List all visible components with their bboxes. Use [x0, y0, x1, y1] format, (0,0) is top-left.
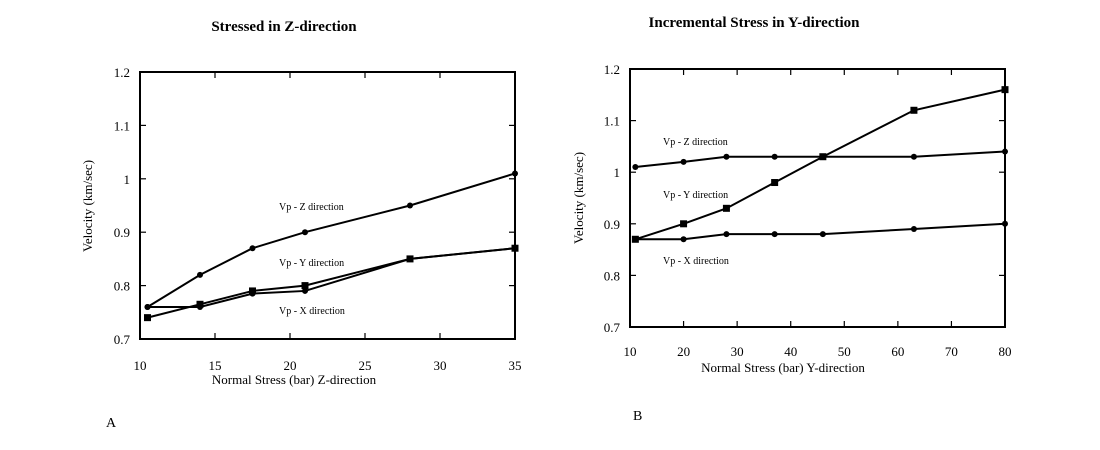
data-point-vp-y-direction — [722, 204, 730, 212]
y-tick-label: 1.2 — [604, 62, 620, 77]
data-point-vp-y-direction — [1001, 86, 1009, 94]
x-tick-label: 30 — [731, 344, 744, 359]
y-axis-title: Velocity (km/sec) — [80, 160, 95, 252]
data-point-vp-x-direction — [197, 303, 203, 310]
x-tick-label: 20 — [677, 344, 690, 359]
y-tick-label: 0.7 — [114, 332, 131, 347]
data-point-vp-x-direction — [910, 225, 917, 232]
x-tick-label: 35 — [509, 358, 522, 373]
chart-title: Incremental Stress in Y-direction — [649, 15, 861, 31]
y-tick-label: 0.8 — [604, 268, 620, 283]
data-point-vp-z-direction — [771, 153, 778, 160]
data-point-vp-y-direction — [301, 282, 309, 290]
series-label-z: Vp - Z direction — [663, 137, 728, 148]
series-label-z: Vp - Z direction — [279, 202, 344, 213]
y-axis: 0.7 0.8 0.9 1 1.1 1.2 — [114, 65, 515, 347]
y-tick-label: 1.2 — [114, 65, 130, 80]
data-point-vp-y-direction — [910, 106, 918, 114]
x-axis: 10 20 30 40 50 60 70 80 — [624, 69, 1012, 359]
series-label-x: Vp - X direction — [663, 256, 729, 267]
data-point-vp-y-direction — [771, 179, 779, 187]
plot-frame — [629, 68, 1006, 328]
series-line-vp-x-direction — [635, 222, 1006, 241]
y-tick-label: 0.8 — [114, 279, 130, 294]
x-axis-title: Normal Stress (bar) Z-direction — [212, 372, 377, 387]
series-label-y: Vp - Y direction — [663, 190, 728, 201]
data-point-vp-z-direction — [680, 158, 687, 165]
panel-label: A — [106, 416, 117, 431]
x-axis: 10 15 20 25 30 35 — [134, 72, 522, 373]
plot-frame — [139, 71, 516, 340]
data-point-vp-x-direction — [1002, 220, 1008, 227]
data-point-vp-x-direction — [680, 236, 687, 243]
y-axis: 0.7 0.8 0.9 1 1.1 1.2 — [604, 62, 1005, 335]
x-tick-label: 20 — [284, 358, 297, 373]
x-tick-label: 60 — [891, 344, 904, 359]
chart-panel-b: Incremental Stress in Y-direction 10 20 30… — [571, 15, 1012, 424]
data-point-vp-z-direction — [1002, 148, 1008, 155]
y-tick-label: 0.9 — [604, 217, 620, 232]
data-point-vp-x-direction — [302, 287, 308, 294]
data-point-vp-z-direction — [723, 153, 730, 160]
series-line-vp-y-direction — [635, 88, 1006, 241]
panel-label: B — [633, 409, 642, 424]
data-point-vp-z-direction — [302, 229, 308, 236]
y-tick-label: 1.1 — [114, 118, 130, 133]
data-point-vp-x-direction — [512, 245, 518, 252]
x-tick-label: 70 — [945, 344, 958, 359]
data-point-vp-x-direction — [407, 255, 413, 262]
y-axis-title: Velocity (km/sec) — [571, 152, 586, 244]
x-tick-label: 80 — [999, 344, 1012, 359]
series-label-y: Vp - Y direction — [279, 258, 344, 269]
x-axis-title: Normal Stress (bar) Y-direction — [701, 360, 865, 375]
x-tick-label: 10 — [624, 344, 637, 359]
x-tick-label: 10 — [134, 358, 147, 373]
chart-panel-a: Stressed in Z-direction 10 15 20 25 30 35 0.7… — [80, 19, 522, 431]
series-line-vp-x-direction — [147, 247, 516, 308]
series-line-vp-z-direction — [146, 172, 516, 308]
y-tick-label: 0.9 — [114, 225, 130, 240]
data-point-vp-z-direction — [512, 170, 518, 177]
series-layer — [631, 86, 1009, 243]
x-tick-label: 50 — [838, 344, 851, 359]
data-point-vp-z-direction — [910, 153, 917, 160]
x-tick-label: 30 — [434, 358, 447, 373]
series-label-x: Vp - X direction — [279, 306, 345, 317]
y-tick-label: 1.1 — [604, 114, 620, 129]
y-tick-label: 1 — [124, 172, 131, 187]
data-point-vp-z-direction — [197, 271, 203, 278]
data-point-vp-y-direction — [144, 314, 151, 322]
data-point-vp-z-direction — [407, 202, 413, 209]
chart-title: Stressed in Z-direction — [211, 19, 357, 35]
data-point-vp-y-direction — [819, 153, 827, 161]
data-point-vp-z-direction — [249, 245, 256, 252]
x-tick-label: 15 — [209, 358, 222, 373]
data-point-vp-x-direction — [632, 236, 639, 243]
data-point-vp-x-direction — [819, 231, 826, 238]
data-point-vp-x-direction — [144, 303, 151, 310]
x-tick-label: 40 — [784, 344, 797, 359]
y-tick-label: 1 — [614, 165, 621, 180]
data-point-vp-y-direction — [680, 220, 688, 228]
data-point-vp-x-direction — [771, 231, 778, 238]
x-tick-label: 25 — [359, 358, 372, 373]
y-tick-label: 0.7 — [604, 320, 621, 335]
series-layer — [144, 170, 519, 322]
data-point-vp-z-direction — [632, 164, 639, 171]
data-point-vp-x-direction — [723, 231, 730, 238]
data-point-vp-x-direction — [249, 290, 256, 297]
